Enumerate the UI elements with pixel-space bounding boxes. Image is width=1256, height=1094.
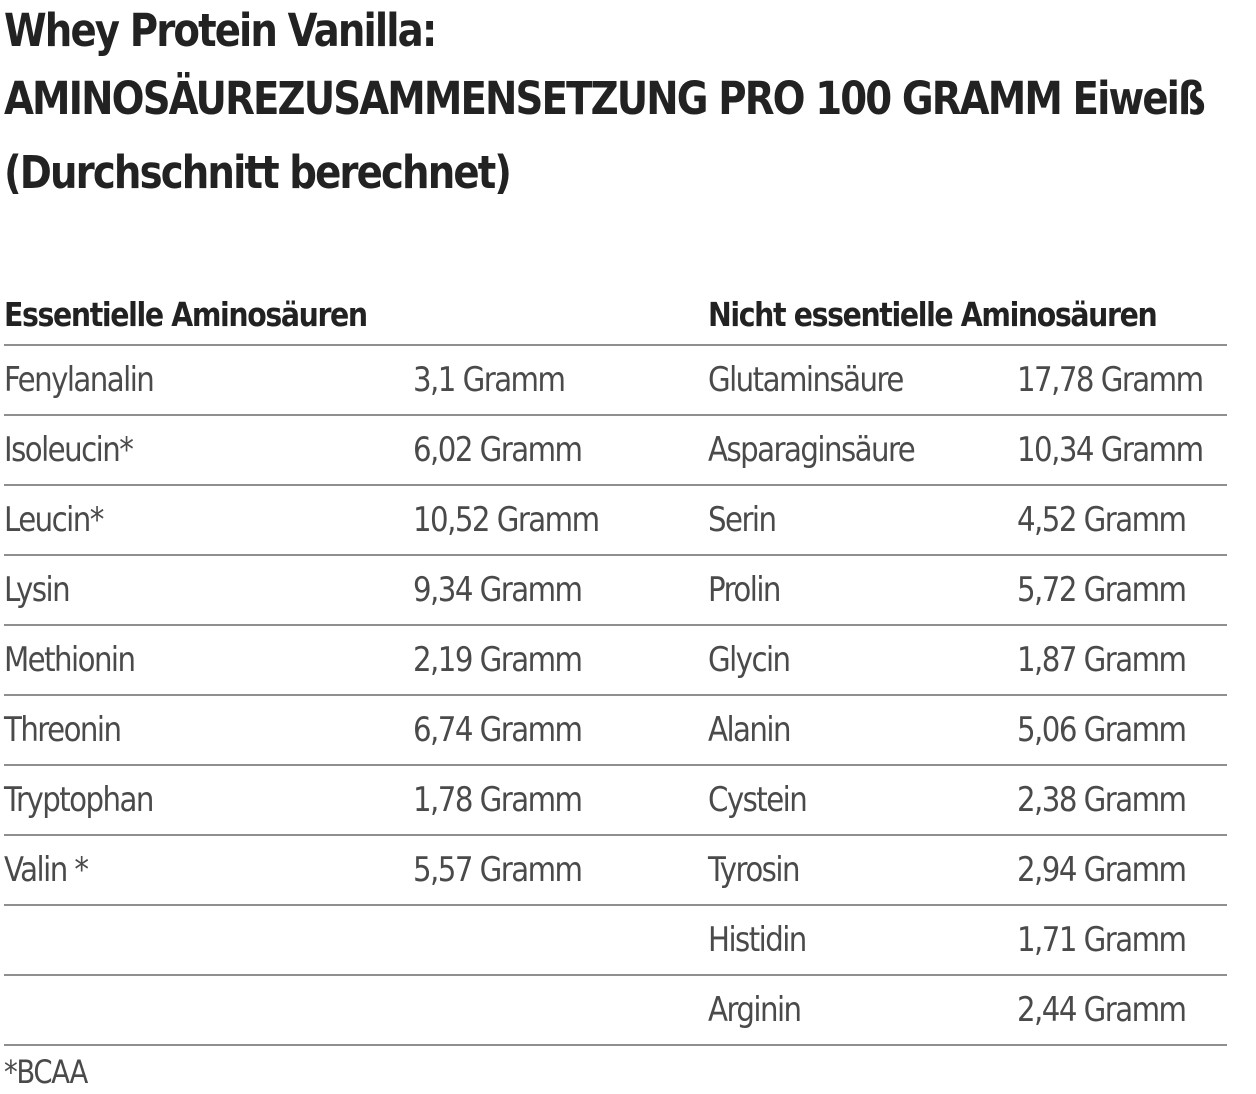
essential-value: 2,19 Gramm [413, 640, 583, 680]
essential-value: 1,78 Gramm [413, 780, 583, 820]
table-row: Arginin 2,44 Gramm [4, 976, 1227, 1046]
title-product: Whey Protein Vanilla: [4, 4, 437, 57]
table-row: Lysin 9,34 Gramm Prolin 5,72 Gramm [4, 556, 1227, 626]
document-title: Whey Protein Vanilla: AMINOSÄUREZUSAMMEN… [4, 0, 1256, 210]
nonessential-value: 5,72 Gramm [1017, 570, 1187, 610]
nonessential-value: 17,78 Gramm [1017, 360, 1204, 400]
essential-name: Lysin [4, 570, 71, 610]
nonessential-name: Glycin [708, 640, 791, 680]
table-row: Tryptophan 1,78 Gramm Cystein 2,38 Gramm [4, 766, 1227, 836]
table-header-row: Essentielle Aminosäuren Nicht essentiell… [4, 282, 1227, 346]
essential-name: Methionin [4, 640, 136, 680]
nonessential-name: Cystein [708, 780, 808, 820]
nonessential-value: 5,06 Gramm [1017, 710, 1187, 750]
essential-value: 3,1 Gramm [413, 360, 566, 400]
essential-value: 6,02 Gramm [413, 430, 583, 470]
title-heading: AMINOSÄUREZUSAMMENSETZUNG PRO 100 GRAMM … [4, 72, 1206, 125]
table-row: Threonin 6,74 Gramm Alanin 5,06 Gramm [4, 696, 1227, 766]
nonessential-value: 1,71 Gramm [1017, 920, 1187, 960]
nonessential-name: Histidin [708, 920, 807, 960]
nonessential-value: 2,44 Gramm [1017, 990, 1187, 1030]
header-nonessential: Nicht essentielle Aminosäuren [708, 295, 1158, 334]
nonessential-name: Alanin [708, 710, 792, 750]
table-row: Isoleucin* 6,02 Gramm Asparaginsäure 10,… [4, 416, 1227, 486]
nonessential-name: Tyrosin [708, 850, 800, 890]
table-row: Fenylanalin 3,1 Gramm Glutaminsäure 17,7… [4, 346, 1227, 416]
table-row: Histidin 1,71 Gramm [4, 906, 1227, 976]
nonessential-name: Asparaginsäure [708, 430, 916, 470]
nonessential-value: 4,52 Gramm [1017, 500, 1187, 540]
table-row: Methionin 2,19 Gramm Glycin 1,87 Gramm [4, 626, 1227, 696]
table-row: Valin * 5,57 Gramm Tyrosin 2,94 Gramm [4, 836, 1227, 906]
essential-name: Tryptophan [4, 780, 154, 820]
essential-value: 5,57 Gramm [413, 850, 583, 890]
essential-value: 10,52 Gramm [413, 500, 600, 540]
table-row: Leucin* 10,52 Gramm Serin 4,52 Gramm [4, 486, 1227, 556]
essential-name: Leucin* [4, 500, 104, 540]
nonessential-value: 1,87 Gramm [1017, 640, 1187, 680]
header-essential: Essentielle Aminosäuren [4, 295, 368, 334]
essential-name: Threonin [4, 710, 122, 750]
nonessential-name: Arginin [708, 990, 802, 1030]
nonessential-value: 2,38 Gramm [1017, 780, 1187, 820]
essential-name: Isoleucin* [4, 430, 134, 470]
essential-value: 6,74 Gramm [413, 710, 583, 750]
nonessential-name: Glutaminsäure [708, 360, 904, 400]
nonessential-value: 10,34 Gramm [1017, 430, 1204, 470]
footnote-bcaa: *BCAA [4, 1053, 88, 1091]
essential-value: 9,34 Gramm [413, 570, 583, 610]
nonessential-value: 2,94 Gramm [1017, 850, 1187, 890]
essential-name: Valin * [4, 850, 89, 890]
essential-name: Fenylanalin [4, 360, 155, 400]
title-note: (Durchschnitt berechnet) [4, 146, 512, 199]
amino-acid-table: Essentielle Aminosäuren Nicht essentiell… [4, 282, 1227, 1046]
nonessential-name: Serin [708, 500, 777, 540]
nonessential-name: Prolin [708, 570, 781, 610]
